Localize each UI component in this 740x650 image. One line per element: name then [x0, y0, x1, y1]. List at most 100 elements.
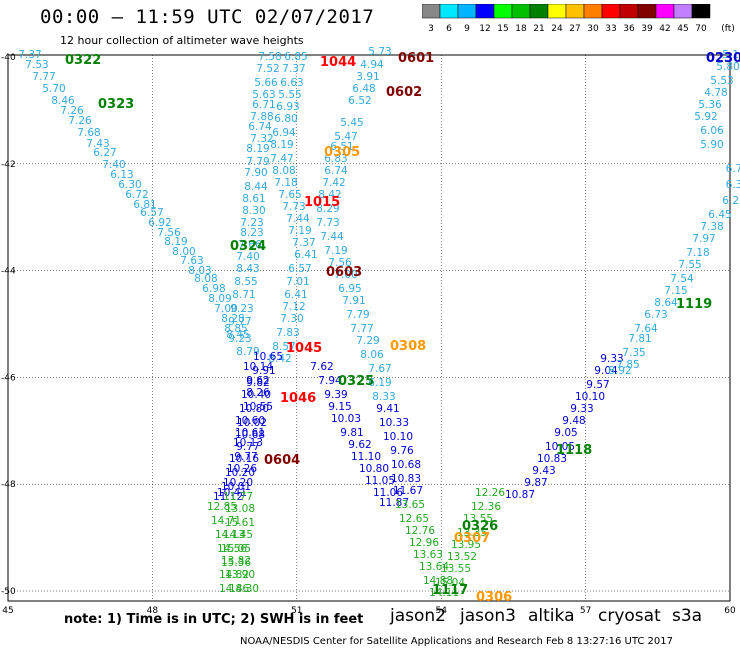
pass-time-label: 0602	[386, 85, 422, 100]
swh-value: 5.45	[340, 117, 363, 129]
color-scale: 3 6 9 12 15 18 21 24 27 30 33 36 39 42 45 70 (ft)	[422, 4, 735, 34]
swh-value: 13.90	[225, 569, 255, 581]
swh-value: 7.35	[622, 347, 645, 359]
swh-value: 7.73	[316, 217, 339, 229]
swh-value: 7.52	[256, 63, 279, 75]
swh-value: 10.13	[233, 437, 263, 449]
swh-value: 7.00	[334, 269, 357, 281]
swh-value: 8.19	[246, 143, 269, 155]
swh-value: 7.54	[670, 273, 694, 285]
pass-time-label: 0322	[65, 53, 101, 68]
page-subtitle: 12 hour collection of altimeter wave hei…	[60, 34, 304, 47]
swh-value: 7.77	[32, 71, 55, 83]
swh-value: 7.23	[240, 217, 263, 229]
pass-time-label: 1046	[280, 391, 316, 406]
swh-value: 6.57	[288, 263, 311, 275]
swh-value: 10.10	[383, 431, 413, 443]
x-tick-label: 60	[724, 606, 736, 616]
pass-time-label: 1117	[432, 583, 468, 598]
swh-value: 6.41	[294, 249, 317, 261]
swh-value: 15.05	[221, 543, 251, 555]
y-tick-label: -42	[1, 160, 16, 170]
swh-value: 9.77	[236, 441, 259, 453]
swh-value: 7.81	[628, 333, 651, 345]
swh-value: 14.45	[223, 529, 253, 541]
swh-value: 8.26	[246, 387, 270, 399]
scale-tick-label: 42	[659, 24, 670, 34]
swh-value: 7.94	[318, 375, 342, 387]
pass-time-label: 0324	[230, 239, 266, 254]
swh-value: 6.92	[148, 217, 171, 229]
swh-value: 6.94	[272, 127, 296, 139]
scale-tick-label: 18	[515, 24, 527, 34]
swh-value: 7.97	[692, 233, 715, 245]
x-tick-label: 57	[580, 606, 591, 616]
swh-value: 5.92	[694, 111, 717, 123]
swh-value: 5.47	[334, 131, 357, 143]
swh-value: 14.13	[215, 529, 245, 541]
pass-time-label: 1044	[320, 55, 356, 70]
pass-time-label: 1119	[676, 297, 712, 312]
swh-value: 8.57	[272, 341, 295, 353]
scale-tick-label: 15	[497, 24, 508, 34]
swh-value: 13.64	[419, 561, 449, 573]
scale-tick-label: 24	[551, 24, 563, 34]
swh-value: 7.64	[634, 323, 658, 335]
scale-tick-label: 45	[677, 24, 688, 34]
swh-value: 8.45	[226, 329, 249, 341]
swh-value: 14.56	[217, 543, 247, 555]
scale-tick-label: 21	[533, 24, 544, 34]
swh-value: 6.83	[324, 153, 347, 165]
pass-time-label: 1045	[286, 341, 322, 356]
page-title: 00:00 – 11:59 UTC 02/07/2017	[40, 6, 375, 28]
swh-value: 8.33	[372, 391, 395, 403]
pass-time-label: 0230	[706, 51, 740, 66]
swh-value: 9.76	[390, 445, 414, 457]
y-tick-label: -46	[1, 373, 16, 383]
swh-value: 11.06	[373, 487, 403, 499]
swh-value: 6.30	[118, 179, 141, 191]
swh-value: 9.77	[228, 316, 251, 328]
units-note: note: 1) Time is in UTC; 2) SWH is in fe…	[64, 612, 364, 627]
swh-value: 6.81	[133, 199, 156, 211]
swh-value: 10.83	[537, 453, 567, 465]
swh-value: 6.57	[140, 207, 163, 219]
swh-value: 9.81	[340, 427, 363, 439]
scale-unit-label: (ft)	[721, 24, 735, 34]
pass-time-label: 0326	[462, 519, 498, 534]
swh-value: 10.20	[223, 477, 253, 489]
swh-value: 9.57	[586, 379, 609, 391]
swh-value: 10.40	[241, 389, 271, 401]
swh-value: 4.94	[360, 59, 384, 71]
swh-value: 8.06	[360, 349, 384, 361]
swh-value: 5.80	[716, 61, 739, 73]
swh-value: 6.13	[110, 169, 133, 181]
swh-value: 7.18	[274, 177, 297, 189]
pass-time-label: 0325	[338, 374, 374, 389]
swh-value: 10.01	[221, 481, 251, 493]
y-tick-label: -44	[1, 267, 16, 277]
swh-value: 9.91	[252, 365, 275, 377]
swh-value: 13.08	[225, 503, 255, 515]
swh-value: 7.44	[320, 231, 344, 243]
pass-time-label: 1118	[556, 443, 592, 458]
swh-value: 5.66	[254, 77, 278, 89]
swh-value: 3.91	[356, 71, 379, 83]
swh-value: 7.55	[678, 259, 701, 271]
swh-value: 7.79	[346, 309, 369, 321]
swh-value: 11.05	[365, 475, 395, 487]
swh-value: 7.66	[238, 239, 262, 251]
swh-value: 14.82	[219, 569, 249, 581]
swh-value: 10.83	[391, 473, 421, 485]
swh-value: 6.41	[284, 289, 307, 301]
swh-value: 8.85	[224, 323, 247, 335]
swh-value: 6.51	[330, 141, 353, 153]
swh-value: 7.01	[286, 276, 309, 288]
pass-time-label: 0323	[98, 97, 134, 112]
swh-value: 8.79	[236, 346, 259, 358]
swh-value: 9.04	[594, 365, 618, 377]
swh-value: 10.55	[243, 401, 273, 413]
swh-value: 7.63	[180, 255, 203, 267]
swh-value: 8.42	[268, 353, 291, 365]
scale-tick-label: 27	[569, 24, 580, 34]
